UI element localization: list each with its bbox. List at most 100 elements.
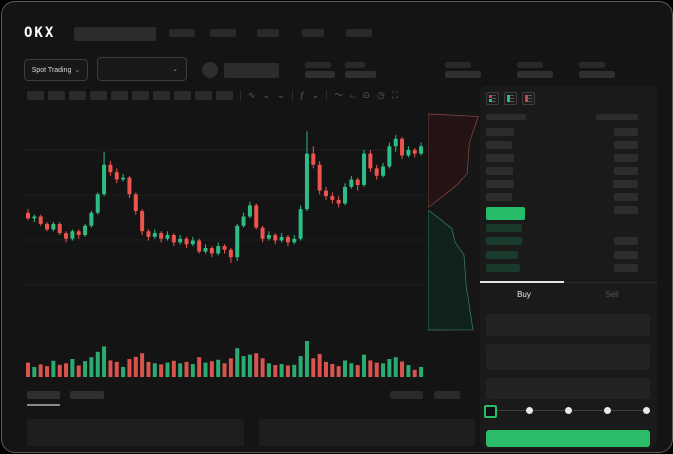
measure-tool-icon[interactable]: ⨽ xyxy=(350,89,356,100)
timeframe-button[interactable] xyxy=(132,91,149,100)
nav-item[interactable] xyxy=(302,29,324,37)
chevron-down-icon[interactable]: ⌄ xyxy=(311,89,320,100)
line-style-icon[interactable]: ⌄ xyxy=(277,89,285,100)
ask-size xyxy=(613,180,638,188)
volume-bar xyxy=(146,361,151,377)
volume-bar xyxy=(165,362,170,377)
chart-bottom-tab[interactable] xyxy=(70,391,104,399)
candle-body xyxy=(419,146,424,154)
volume-bar xyxy=(152,363,157,377)
slider-stop[interactable] xyxy=(642,407,650,414)
order-form-field[interactable] xyxy=(486,378,650,399)
chart-bottom-tab[interactable] xyxy=(27,391,60,399)
orderbook-both-icon[interactable] xyxy=(486,92,499,105)
timeframe-button[interactable] xyxy=(195,91,212,100)
stat-label xyxy=(517,62,543,68)
timeframe-button[interactable] xyxy=(216,91,233,100)
timeframe-button[interactable] xyxy=(174,91,191,100)
slider-stop[interactable] xyxy=(564,407,572,414)
active-tab-indicator xyxy=(480,281,564,283)
orderbook-view-toggles xyxy=(486,92,540,110)
volume-bar xyxy=(216,359,221,377)
candle-body xyxy=(260,227,265,239)
chevron-down-icon: ⌄ xyxy=(172,65,178,73)
tab-sell[interactable]: Sell xyxy=(605,290,619,299)
candle-body xyxy=(387,146,392,167)
orderbook-bids-icon[interactable] xyxy=(504,92,517,105)
timer-icon[interactable]: ◷ xyxy=(377,89,385,100)
buy-submit-button[interactable] xyxy=(486,430,650,447)
timeframe-button[interactable] xyxy=(90,91,107,100)
candle-body xyxy=(368,153,373,169)
candle-body xyxy=(70,231,75,239)
red-bar xyxy=(525,95,528,102)
volume-bar xyxy=(273,365,278,377)
order-form-field[interactable] xyxy=(486,314,650,336)
volume-bar xyxy=(127,359,132,377)
volume-bar xyxy=(140,353,145,377)
order-form-field[interactable] xyxy=(486,344,650,370)
indicators-icon[interactable]: ƒ xyxy=(299,89,305,100)
volume-bar xyxy=(260,358,265,377)
candle-body xyxy=(412,149,417,154)
nav-item[interactable] xyxy=(257,29,279,37)
timeframe-button[interactable] xyxy=(27,91,44,100)
candle-body xyxy=(285,236,290,243)
slider-stop[interactable] xyxy=(525,407,533,414)
timeframe-button[interactable] xyxy=(153,91,170,100)
ask-dot xyxy=(489,95,492,98)
tab-divider xyxy=(480,282,657,283)
candle-body xyxy=(108,164,113,173)
nav-item[interactable] xyxy=(169,29,195,37)
timeframe-button[interactable] xyxy=(69,91,86,100)
fullscreen-icon[interactable]: ⛶ xyxy=(391,89,399,100)
amount-slider[interactable] xyxy=(484,404,650,418)
orderbook-asks-icon[interactable] xyxy=(522,92,535,105)
volume-bar xyxy=(355,365,360,377)
timeframe-button[interactable] xyxy=(48,91,65,100)
chevron-down-icon: ⌄ xyxy=(74,66,81,74)
stat-label xyxy=(445,62,471,68)
depth-asks-area xyxy=(428,113,479,208)
volume-bar xyxy=(203,362,208,377)
volume-bar xyxy=(381,363,386,377)
pair-selector-dropdown[interactable]: ⌄ xyxy=(97,57,187,81)
volume-bar xyxy=(419,366,424,377)
nav-item[interactable] xyxy=(346,29,372,37)
candle-body xyxy=(279,236,284,241)
candle-body xyxy=(146,231,151,237)
slider-stop[interactable] xyxy=(603,407,611,414)
market-type-dropdown[interactable]: Spot Trading ⌄ xyxy=(24,59,88,81)
tab-buy[interactable]: Buy xyxy=(517,290,531,299)
volume-bar xyxy=(26,362,30,377)
row-line xyxy=(528,98,532,99)
depth-bids-area xyxy=(428,210,474,331)
slider-handle[interactable] xyxy=(484,405,497,418)
stat-label xyxy=(345,62,365,68)
ask-size xyxy=(614,154,638,162)
timeframe-button[interactable] xyxy=(111,91,128,100)
timeframe-bar xyxy=(27,91,233,100)
bottom-action-button[interactable] xyxy=(390,391,423,399)
bottom-action-button[interactable] xyxy=(434,391,460,399)
volume-bar xyxy=(235,348,240,377)
candle-body xyxy=(133,194,138,211)
chart-type-icon[interactable]: ∿ xyxy=(248,89,256,100)
candlestick-chart[interactable] xyxy=(22,110,428,336)
bid-price xyxy=(486,224,522,232)
ask-size xyxy=(614,128,638,136)
candle-body xyxy=(95,194,100,213)
okx-logo[interactable]: OKX xyxy=(24,24,55,42)
camera-icon[interactable]: ⊙ xyxy=(362,89,371,100)
trendline-tool-icon[interactable]: 〜 xyxy=(334,89,344,100)
nav-item[interactable] xyxy=(210,29,236,37)
candle-body xyxy=(266,235,271,239)
candle-body xyxy=(57,223,62,234)
volume-bar xyxy=(114,361,119,377)
chevron-down-icon[interactable]: ⌄ xyxy=(262,89,271,100)
candle-body xyxy=(140,210,145,232)
candle-body xyxy=(89,212,94,226)
candle-body xyxy=(222,246,227,250)
search-input[interactable] xyxy=(74,27,156,41)
candle-body xyxy=(393,138,398,147)
